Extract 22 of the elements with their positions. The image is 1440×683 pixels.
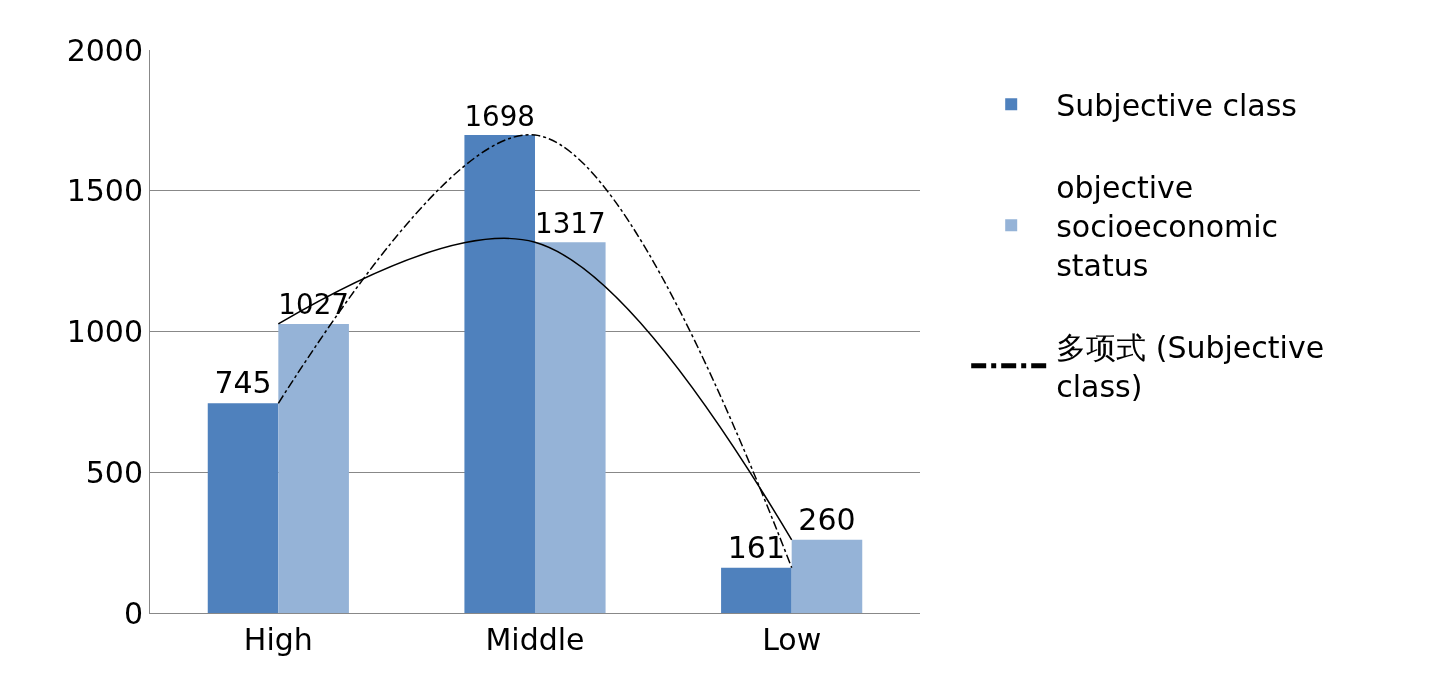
y-tick-label: 1500 — [66, 173, 143, 209]
y-tick-label: 2000 — [66, 32, 143, 68]
data-label: 745 — [214, 365, 272, 401]
legend-label: 多项式 (Subjective class) — [1056, 329, 1325, 404]
data-label: 1698 — [464, 99, 535, 133]
bar — [207, 403, 279, 613]
y-tick-label: 1000 — [66, 314, 143, 349]
y-tick-label: 0 — [123, 595, 143, 631]
x-tick-label: High — [243, 622, 313, 657]
legend-label: Subjective class — [1056, 87, 1297, 123]
bar — [721, 567, 792, 613]
bar — [464, 135, 535, 613]
data-label: 260 — [798, 501, 856, 537]
bar — [278, 323, 349, 613]
bar — [535, 242, 606, 613]
legend-label: objective socioeconomic status — [1056, 169, 1279, 283]
data-label: 1317 — [535, 206, 606, 240]
bar — [791, 539, 863, 613]
x-tick-label: Low — [762, 622, 822, 657]
x-tick-label: Middle — [485, 622, 585, 657]
y-tick-label: 500 — [85, 454, 143, 490]
data-label: 161 — [727, 529, 786, 565]
